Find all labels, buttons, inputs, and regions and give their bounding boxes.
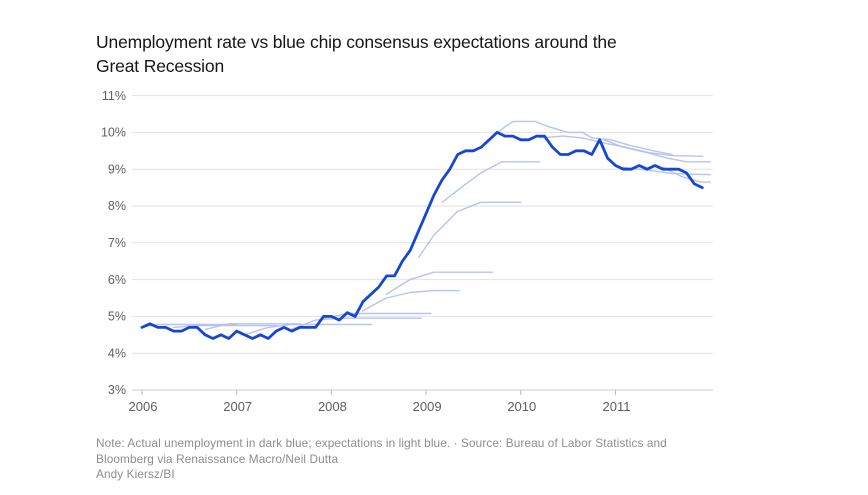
- x-axis-label: 2009: [413, 399, 442, 414]
- expectation-line: [441, 161, 541, 204]
- y-axis-label: 3%: [108, 383, 126, 397]
- y-axis-label: 5%: [108, 310, 126, 324]
- expectation-line: [622, 166, 711, 176]
- y-axis-label: 7%: [108, 236, 126, 250]
- note-line-2: Bloomberg via Renaissance Macro/Neil Dut…: [96, 451, 339, 466]
- y-axis-label: 4%: [108, 346, 126, 360]
- chart-credit: Andy Kiersz/BI: [96, 467, 175, 481]
- x-axis-label: 2006: [129, 399, 158, 414]
- expectation-line: [385, 271, 494, 295]
- expectation-line: [539, 135, 704, 158]
- y-axis-label: 10%: [101, 126, 126, 140]
- expectation-line: [290, 317, 423, 330]
- page-title: Unemployment rate vs blue chip consensus…: [96, 30, 617, 78]
- x-axis-label: 2011: [603, 399, 631, 414]
- x-axis-label: 2007: [223, 399, 252, 414]
- y-axis-label: 6%: [108, 273, 126, 287]
- expectation-line: [480, 120, 673, 156]
- note-line-1: Note: Actual unemployment in dark blue; …: [96, 436, 667, 450]
- title-line-2: Great Recession: [96, 56, 225, 76]
- y-axis-label: 8%: [108, 199, 126, 213]
- expectation-line: [204, 323, 301, 330]
- x-axis-label: 2008: [318, 399, 347, 414]
- expectation-line: [323, 312, 432, 319]
- expectation-line: [243, 323, 372, 336]
- expectation-line: [362, 289, 460, 312]
- title-line-1: Unemployment rate vs blue chip consensus…: [96, 32, 617, 52]
- expectation-line: [172, 324, 278, 329]
- y-axis-label: 11%: [102, 89, 126, 103]
- chart-note: Note: Actual unemployment in dark blue; …: [96, 436, 667, 467]
- x-axis-label: 2010: [507, 399, 536, 414]
- actual-line: [140, 130, 704, 340]
- expectation-line: [417, 201, 522, 259]
- expectation-line: [603, 139, 711, 163]
- y-axis-label: 9%: [108, 162, 126, 176]
